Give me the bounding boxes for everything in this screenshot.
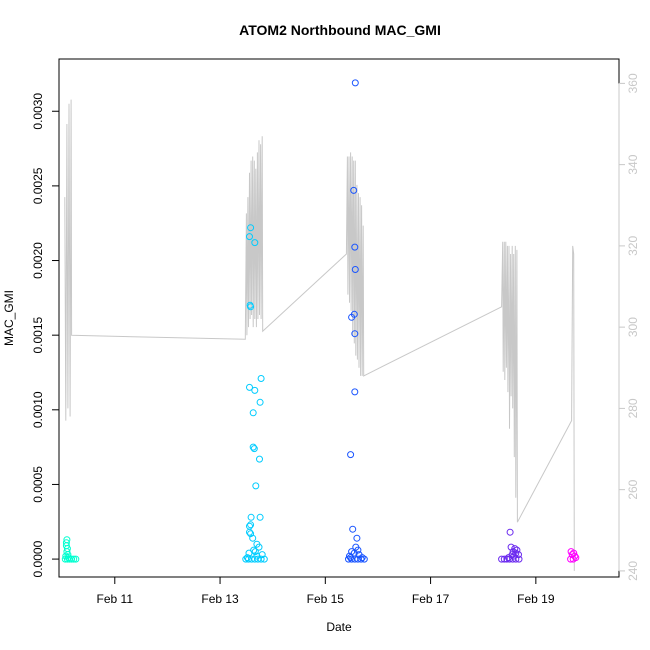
scatter-point xyxy=(247,303,255,311)
y-axis-tick-label: 0.0020 xyxy=(31,242,45,279)
y-axis: 0.0000 0.0005 0.0010 0.0015 0.0020 0.0025 0.00… xyxy=(31,93,60,577)
scatter-point xyxy=(249,409,257,417)
scatter-point xyxy=(256,513,264,521)
scatter-point xyxy=(351,266,359,273)
scatter-point xyxy=(256,455,263,463)
scatter-point xyxy=(252,482,260,490)
scatter-point xyxy=(72,555,80,563)
x-axis-label: Date xyxy=(326,620,352,634)
scatter-point xyxy=(348,313,356,321)
scatter-point xyxy=(251,386,259,394)
scatter-point xyxy=(351,388,359,396)
scatter-point xyxy=(351,330,359,338)
scatter-point xyxy=(246,383,253,391)
y-axis-tick-label: 0.0005 xyxy=(31,466,45,503)
scatter-point xyxy=(253,552,261,560)
chart-title: ATOM2 Northbound MAC_GMI xyxy=(239,22,441,38)
scatter-point xyxy=(247,521,255,529)
right-axis-tick-label: 300 xyxy=(626,317,640,337)
y-axis-tick-label: 0.0010 xyxy=(31,391,45,428)
x-axis-tick-label: Feb 17 xyxy=(412,592,450,606)
scatter-point xyxy=(347,451,355,459)
right-axis-tick-label: 320 xyxy=(626,236,640,256)
scatter-point xyxy=(247,513,255,521)
y-axis-tick-label: 0.0025 xyxy=(31,167,45,204)
right-axis-tick-label: 260 xyxy=(626,479,640,499)
scatter-point xyxy=(65,554,72,562)
y-axis-tick-label: 0.0030 xyxy=(31,93,45,130)
scatter-point xyxy=(255,543,263,551)
x-axis-tick-label: Feb 15 xyxy=(307,592,345,606)
scatter-point xyxy=(360,555,368,563)
scatter-point xyxy=(251,548,259,556)
y-axis-label: MAC_GMI xyxy=(2,290,16,346)
x-axis-tick-label: Feb 19 xyxy=(517,592,555,606)
scatter-point xyxy=(353,534,361,542)
scatter-point xyxy=(250,445,258,453)
scatter-point xyxy=(572,554,580,562)
right-axis-tick-label: 340 xyxy=(626,154,640,174)
scatter-point xyxy=(507,543,515,551)
right-axis-tick-label: 240 xyxy=(626,561,640,581)
y-axis-tick-label: 0.0015 xyxy=(31,316,45,353)
line-series xyxy=(64,99,575,571)
scatter-point xyxy=(500,555,508,563)
right-axis-tick-label: 280 xyxy=(626,398,640,418)
scatter-point xyxy=(350,186,358,194)
scatter-point xyxy=(247,224,255,232)
scatter-point xyxy=(347,554,355,562)
scatter-point xyxy=(246,528,253,536)
y-axis-tick-label: 0.0000 xyxy=(31,540,45,577)
scatter-point xyxy=(510,552,518,560)
right-axis-tick-label: 360 xyxy=(626,73,640,93)
scatter-point xyxy=(513,546,521,554)
scatter-point xyxy=(257,375,265,382)
scatter-point xyxy=(243,554,251,562)
scatter-point xyxy=(506,528,514,536)
scatter-point xyxy=(247,530,255,538)
plot-frame xyxy=(58,58,620,578)
scatter-point xyxy=(249,534,257,542)
scatter-point xyxy=(498,555,506,563)
x-axis-tick-label: Feb 11 xyxy=(97,592,134,606)
line-series-path xyxy=(64,99,575,571)
scatter-points xyxy=(61,79,580,563)
scatter-point xyxy=(351,79,359,87)
scatter-point xyxy=(357,555,365,563)
scatter-point xyxy=(349,525,357,533)
right-axis: 240 260 280 300 320 340 360 xyxy=(618,73,640,581)
scatter-point xyxy=(246,233,253,241)
x-axis: Feb 11 Feb 13 Feb 15 Feb 17 Feb 19 xyxy=(97,576,555,606)
scatter-point xyxy=(260,555,268,563)
scatter-point xyxy=(251,239,259,247)
scatter-point xyxy=(515,555,523,563)
x-axis-tick-label: Feb 13 xyxy=(201,592,239,606)
scatter-point xyxy=(249,443,257,451)
scatter-point xyxy=(358,554,366,562)
scatter-point xyxy=(351,243,359,251)
scatter-point xyxy=(256,398,264,406)
